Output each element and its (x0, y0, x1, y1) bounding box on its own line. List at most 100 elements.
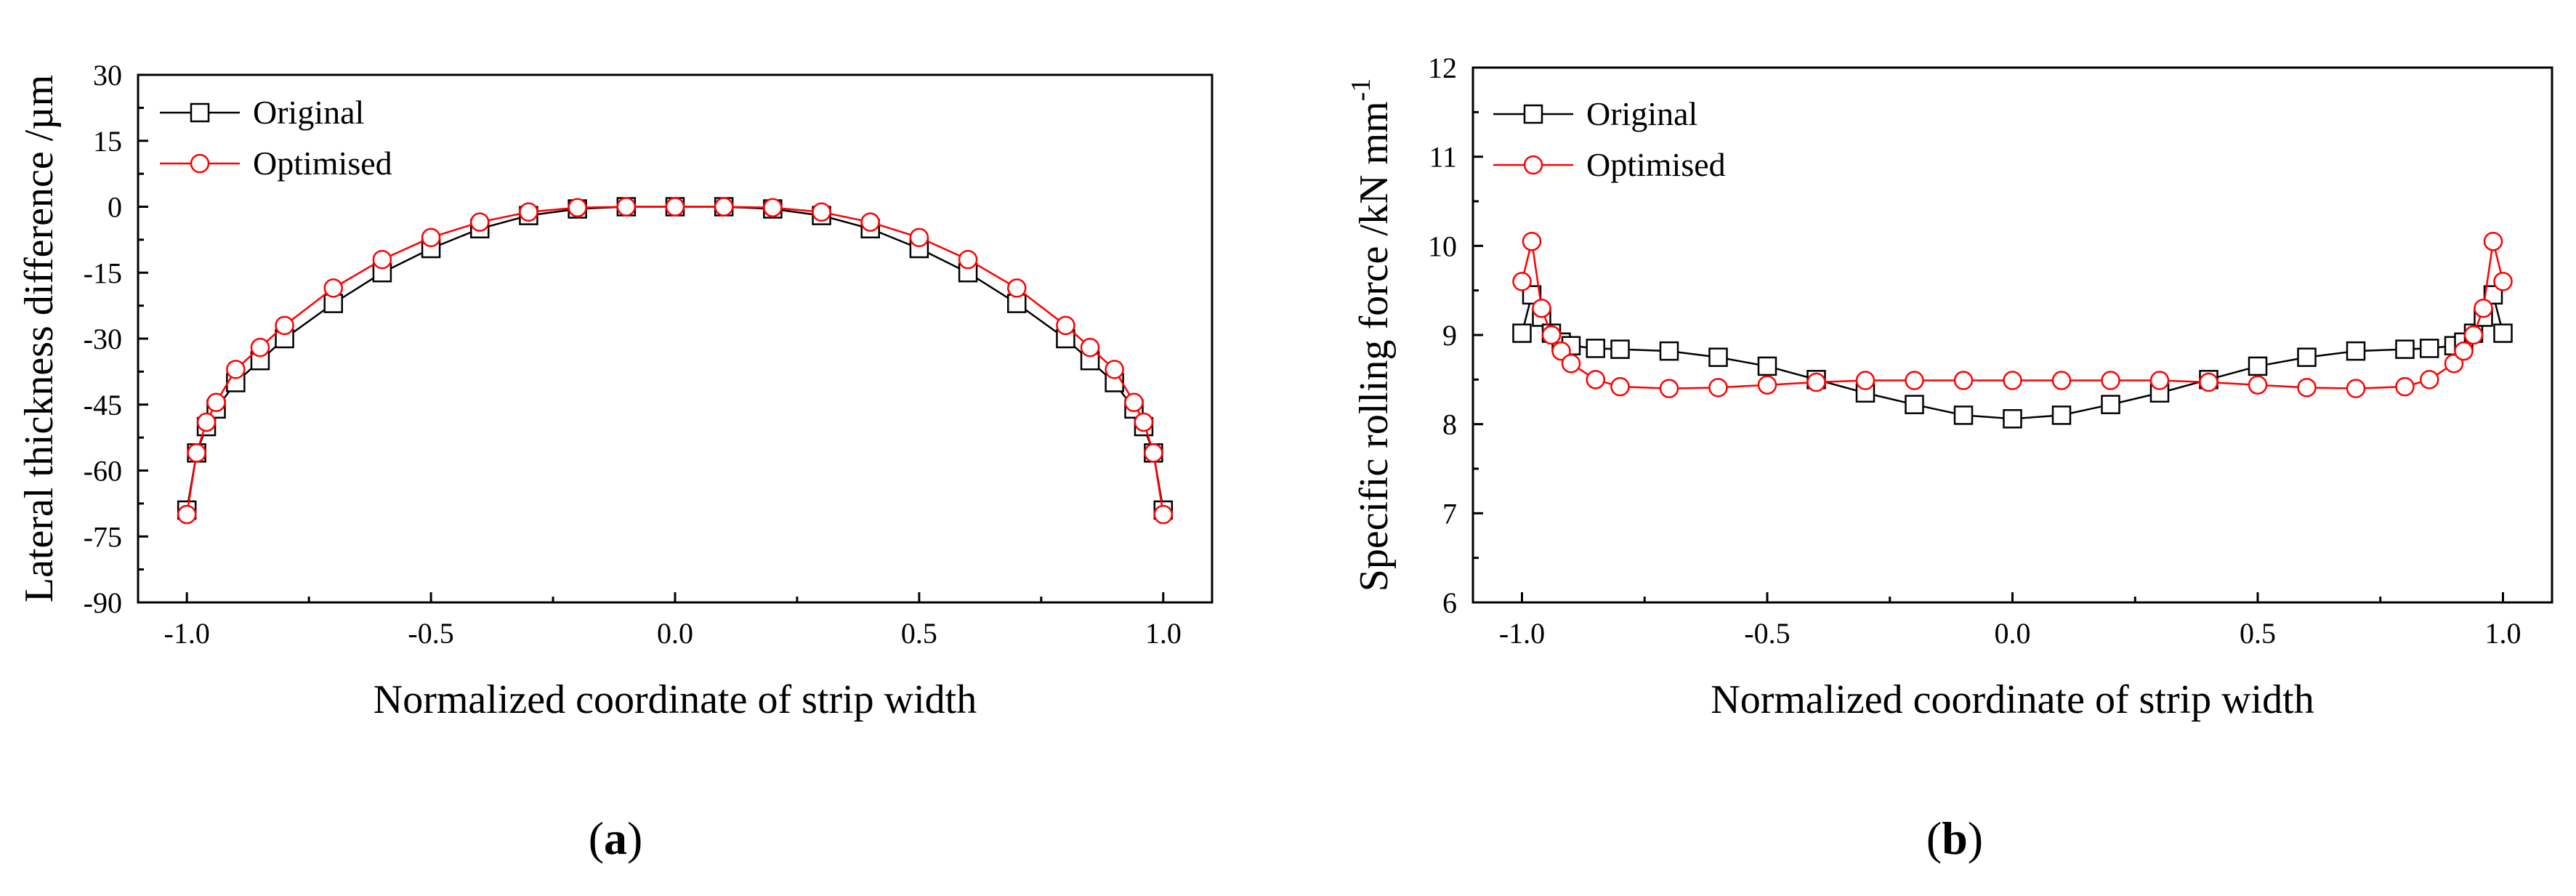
data-point-optimised (1134, 412, 1154, 432)
data-point-optimised (2493, 272, 2513, 291)
x-tick-label: 0.0 (657, 617, 693, 650)
data-point-optimised (2483, 231, 2503, 251)
data-point-optimised (1855, 371, 1876, 390)
data-point-optimised (1080, 337, 1100, 358)
data-point-optimised (2474, 298, 2493, 318)
data-point-optimised (196, 412, 217, 432)
data-point-optimised (470, 212, 490, 232)
data-point-optimised (665, 197, 685, 217)
legend-label: Original (253, 94, 364, 131)
data-point-optimised (1561, 354, 1581, 374)
y-tick-label: 0 (108, 191, 122, 224)
data-point-optimised (1007, 278, 1027, 298)
data-point-optimised (2395, 376, 2415, 397)
chart-panel-a: -1.0 -0.5 0.0 0.5 1.0 -90 -75 -60 -45 -30 -15 0 15 30… (17, 59, 1214, 864)
x-tick-label: 0.5 (2240, 617, 2276, 650)
data-point-optimised (1586, 370, 1605, 390)
data-point-optimised (275, 315, 294, 336)
legend-label: Original (1586, 95, 1697, 132)
x-axis-title: Normalized coordinate of strip width (374, 677, 977, 722)
data-point-original (1905, 395, 1924, 414)
y-tick-label: -75 (84, 520, 122, 553)
data-point-original (2248, 356, 2268, 376)
data-point-optimised (1551, 341, 1571, 361)
data-point-optimised (519, 202, 538, 222)
data-point-optimised (2420, 370, 2439, 390)
data-point-original (2297, 347, 2317, 367)
legend-label: Optimised (253, 145, 392, 182)
data-point-optimised (372, 249, 392, 270)
y-tick-label: 30 (93, 59, 122, 92)
y-tick-label: -15 (84, 257, 122, 289)
y-tick-label: 11 (1429, 141, 1457, 174)
data-point-optimised (206, 392, 226, 412)
data-point-optimised (1532, 298, 1551, 318)
data-point-optimised (2463, 325, 2484, 345)
data-point-optimised (323, 278, 343, 298)
data-point-optimised (2003, 371, 2022, 390)
data-point-original (2003, 409, 2022, 429)
y-tick-label: 9 (1442, 319, 1457, 352)
series-line-original (185, 206, 1165, 511)
data-point-optimised (187, 443, 206, 463)
data-point-optimised (812, 202, 831, 222)
panel-label: (a) (589, 812, 643, 864)
x-axis-title: Normalized coordinate of strip width (1711, 677, 2314, 722)
panel-label-close: ) (1968, 812, 1983, 864)
series-line-optimised (185, 206, 1165, 515)
data-point-optimised (1953, 371, 1974, 390)
data-point-optimised (1522, 231, 1542, 251)
data-point-optimised (1708, 378, 1728, 397)
data-point-optimised (1512, 272, 1532, 291)
data-point-original (2395, 339, 2415, 359)
y-tick-label: 8 (1442, 408, 1457, 441)
data-point-original (1708, 347, 1728, 367)
data-point-optimised (226, 360, 246, 379)
x-tick-label: 0.5 (901, 617, 937, 650)
data-point-optimised (1105, 360, 1124, 379)
x-tick-label: 1.0 (1145, 617, 1182, 650)
data-point-optimised (2454, 341, 2474, 361)
data-point-optimised (1056, 315, 1075, 336)
y-tick-label: -60 (84, 455, 122, 488)
data-point-original (1659, 341, 1679, 361)
data-point-optimised (2248, 375, 2268, 395)
y-tick-label: 12 (1428, 52, 1457, 84)
panel-label-open: ( (589, 812, 604, 864)
legend-marker (190, 153, 210, 174)
data-point-optimised (2199, 372, 2218, 392)
data-point-optimised (616, 197, 637, 217)
data-point-optimised (1610, 376, 1630, 397)
data-point-optimised (2346, 379, 2366, 398)
data-point-optimised (1659, 379, 1679, 398)
data-point-optimised (1806, 372, 1826, 392)
y-tick-label: -90 (84, 586, 122, 619)
data-point-original (2493, 323, 2513, 343)
data-point-optimised (250, 337, 270, 358)
x-tick-label: -0.5 (1744, 617, 1790, 650)
data-point-optimised (860, 212, 880, 232)
data-point-original (2101, 395, 2120, 414)
x-tick-label: -1.0 (164, 617, 210, 650)
legend-marker (1523, 104, 1543, 124)
y-tick-label: -45 (84, 389, 122, 421)
legend-marker (190, 102, 210, 123)
data-point-optimised (2297, 378, 2317, 397)
y-tick-label: 10 (1428, 230, 1457, 262)
legend-label: Optimised (1586, 146, 1726, 183)
data-point-optimised (1144, 443, 1163, 463)
data-point-optimised (1541, 325, 1562, 345)
data-point-optimised (1757, 375, 1777, 395)
y-tick-label: -30 (84, 323, 122, 355)
data-point-original (1512, 323, 1532, 343)
panel-label: (b) (1926, 812, 1983, 864)
panel-label-close: ) (627, 812, 642, 864)
chart-panel-b: -1.0 -0.5 0.0 0.5 1.0 6 7 8 9 10 11 12 Normalized co… (1346, 52, 2553, 864)
data-point-optimised (177, 504, 197, 525)
data-point-optimised (714, 197, 734, 217)
panel-label-letter: a (604, 812, 627, 864)
panel-label-letter: b (1942, 812, 1968, 864)
data-point-optimised (763, 198, 783, 217)
data-point-optimised (909, 227, 929, 248)
